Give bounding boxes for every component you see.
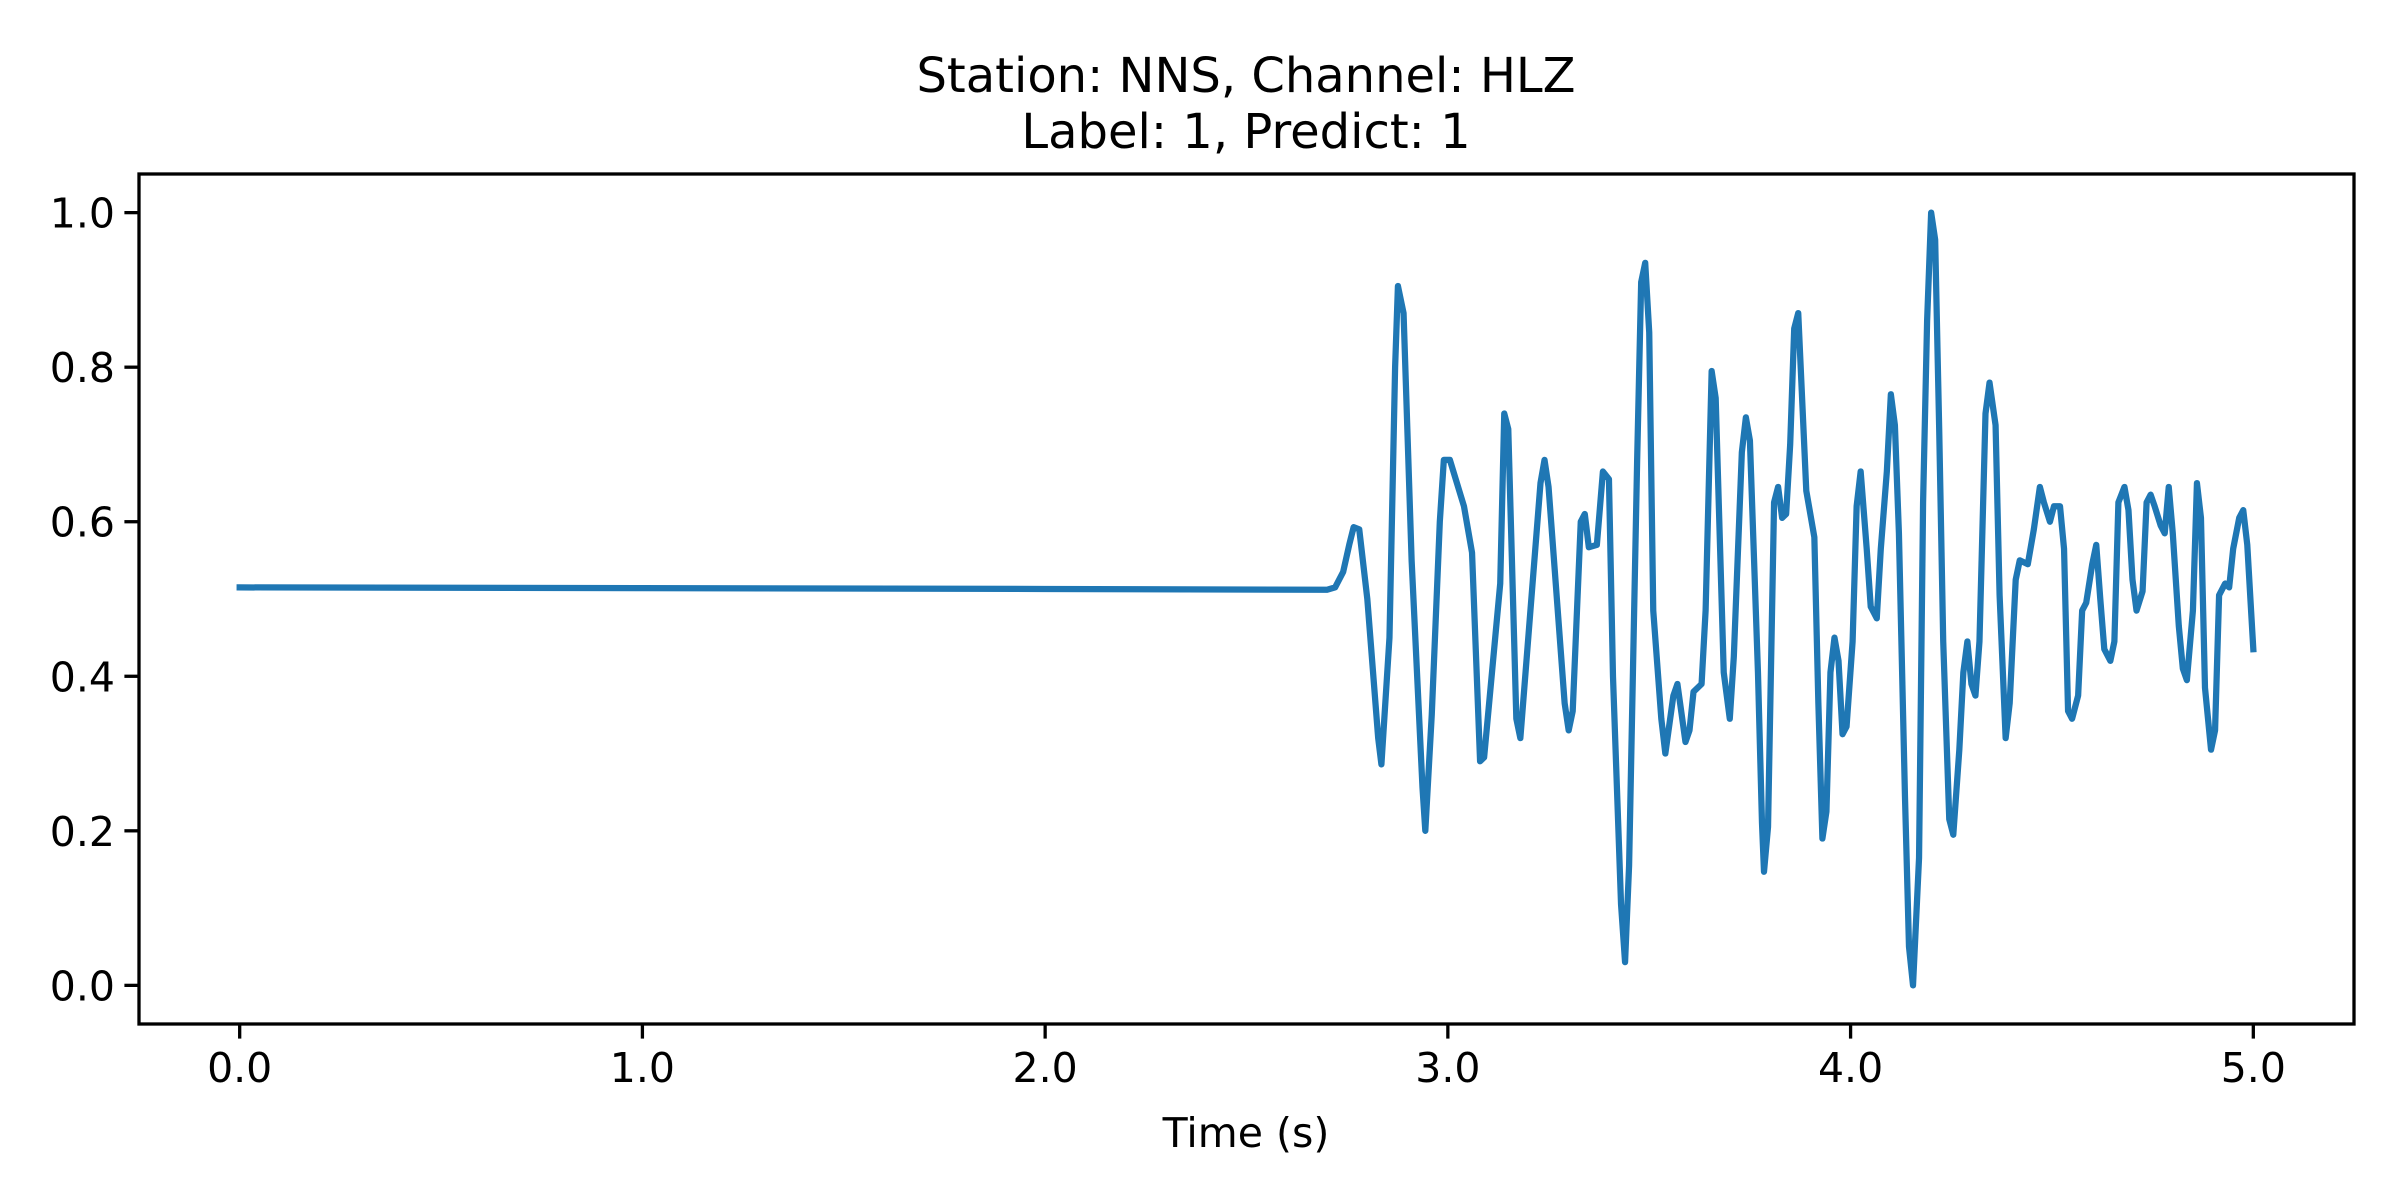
x-tick-label: 1.0 [610, 1044, 675, 1092]
x-tick-label: 4.0 [1818, 1044, 1883, 1092]
x-axis-label: Time (s) [1162, 1109, 1330, 1157]
y-tick-label: 0.8 [50, 344, 115, 392]
x-tick-label: 5.0 [2221, 1044, 2286, 1092]
y-tick-label: 0.4 [50, 653, 115, 701]
x-tick-label: 3.0 [1415, 1044, 1480, 1092]
y-tick-label: 1.0 [50, 190, 115, 238]
x-tick-label: 2.0 [1013, 1044, 1078, 1092]
y-tick-label: 0.2 [50, 808, 115, 856]
y-tick-label: 0.0 [50, 962, 115, 1010]
x-tick-label: 0.0 [207, 1044, 272, 1092]
line-series [236, 209, 2257, 989]
chart-title: Label: 1, Predict: 1 [1021, 104, 1470, 160]
plot-frame [137, 172, 2356, 1026]
y-tick-label: 0.6 [50, 499, 115, 547]
chart-title: Station: NNS, Channel: HLZ [916, 48, 1575, 104]
